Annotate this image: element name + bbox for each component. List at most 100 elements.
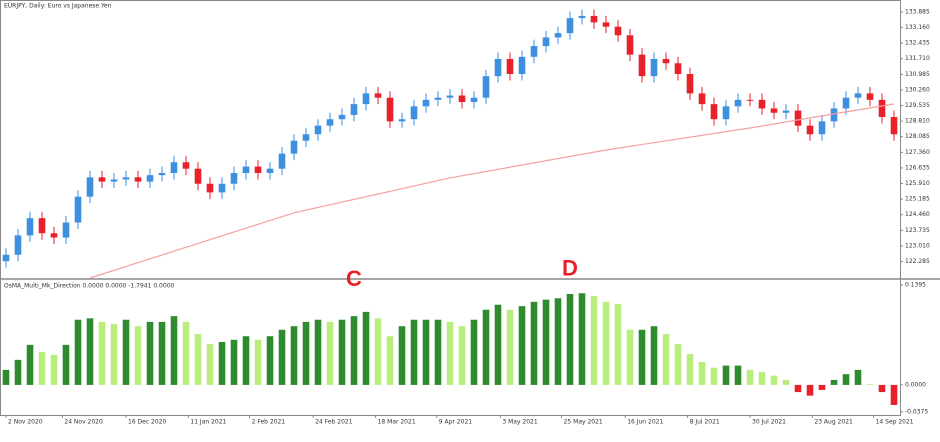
candle-body (878, 99, 886, 118)
y-tick-label: 131.710 (905, 55, 930, 62)
candle-body (470, 97, 478, 102)
indicator-bar (86, 318, 94, 385)
x-tick-label: 16 Dec 2020 (128, 419, 167, 426)
indicator-bar (722, 365, 730, 385)
candle-body (338, 114, 346, 120)
candle-body (446, 95, 454, 98)
indicator-bar (14, 359, 22, 385)
y-tick-label: 123.735 (905, 227, 930, 234)
indicator-bar (134, 326, 142, 385)
indicator-bar (314, 319, 322, 385)
indicator-bar (110, 324, 118, 385)
candle-body (554, 33, 562, 38)
candle-body (770, 108, 778, 113)
candle-body (14, 235, 22, 255)
indicator-bar (674, 344, 682, 385)
y-tick-label: 128.810 (905, 118, 930, 125)
indicator-title: OsMA_Multi_Mk_Direction 0.0000 0.0000 -1… (4, 283, 175, 290)
candle-body (854, 93, 862, 98)
indicator-bar (338, 319, 346, 385)
candle-body (266, 168, 274, 173)
y-tick-label: 0.1395 (905, 282, 926, 289)
y-tick-label: 123.010 (905, 242, 930, 249)
candle-body (374, 93, 382, 98)
indicator-bar (494, 304, 502, 385)
candle-body (98, 177, 106, 182)
candle-body (230, 172, 238, 184)
indicator-bar (398, 326, 406, 385)
indicator-bar (278, 329, 286, 385)
candle-body (590, 15, 598, 23)
candle-body (698, 93, 706, 105)
candle-body (314, 125, 322, 135)
indicator-bar (422, 319, 430, 385)
indicator-bar (146, 321, 154, 385)
indicator-bar (254, 339, 262, 385)
x-tick-label: 25 May 2021 (564, 419, 603, 426)
indicator-bar (458, 326, 466, 385)
candle-body (530, 46, 538, 57)
candle-body (74, 196, 82, 223)
y-tick-label: 125.185 (905, 196, 930, 203)
candle-body (362, 93, 370, 105)
indicator-bar (770, 375, 778, 385)
candle-body (566, 18, 574, 34)
candle-body (710, 104, 718, 120)
indicator-bar (806, 384, 814, 396)
candle-body (758, 99, 766, 109)
indicator-bar (74, 319, 82, 385)
candle-body (326, 119, 334, 126)
indicator-bar (602, 301, 610, 385)
indicator-bar (290, 326, 298, 385)
candle-body (458, 95, 466, 102)
indicator-bar (470, 319, 478, 385)
y-tick-label: 122.285 (905, 258, 930, 265)
candle-body (146, 175, 154, 182)
candle-body (722, 106, 730, 120)
candle-body (158, 172, 166, 176)
candle-body (674, 63, 682, 75)
candle-body (290, 140, 298, 154)
indicator-bar (350, 316, 358, 385)
indicator-bar (878, 384, 886, 393)
indicator-bar (686, 354, 694, 385)
indicator-bar (890, 384, 898, 405)
x-tick-label: 24 Nov 2020 (64, 419, 103, 426)
y-tick-label: 127.360 (905, 149, 930, 156)
x-tick-label: 11 Jan 2021 (190, 419, 226, 426)
x-tick-label: 3 May 2021 (502, 419, 537, 426)
candle-body (110, 179, 118, 182)
candle-body (662, 58, 670, 64)
indicator-bar (590, 296, 598, 385)
candle-body (626, 35, 634, 55)
candle-body (806, 125, 814, 135)
x-tick-label: 2 Nov 2020 (8, 419, 43, 426)
x-tick-label: 14 Sep 2021 (876, 419, 914, 426)
candle-body (602, 22, 610, 27)
candle-body (302, 134, 310, 141)
candle-body (194, 168, 202, 184)
x-tick-label: 8 Jul 2021 (690, 419, 720, 426)
x-tick-label: 30 Jul 2021 (752, 419, 786, 426)
indicator-bar (158, 321, 166, 385)
annotation: D (562, 255, 578, 280)
indicator-bar (830, 379, 838, 385)
x-tick-label: 18 Mar 2021 (378, 419, 416, 426)
annotation: C (346, 266, 362, 291)
indicator-bar (206, 344, 214, 385)
indicator-bar (170, 316, 178, 385)
indicator-bar (62, 344, 70, 385)
candle-body (518, 56, 526, 75)
y-tick-label: 130.260 (905, 86, 930, 93)
candle-body (398, 119, 406, 122)
candle-body (494, 58, 502, 77)
x-tick-label: 9 Apr 2021 (439, 419, 472, 426)
candle-body (422, 99, 430, 107)
indicator-bar (2, 369, 10, 385)
indicator-bar (782, 379, 790, 385)
candle-body (170, 162, 178, 173)
y-tick-label: 130.985 (905, 71, 930, 78)
candle-body (578, 15, 586, 19)
candle-body (182, 162, 190, 169)
